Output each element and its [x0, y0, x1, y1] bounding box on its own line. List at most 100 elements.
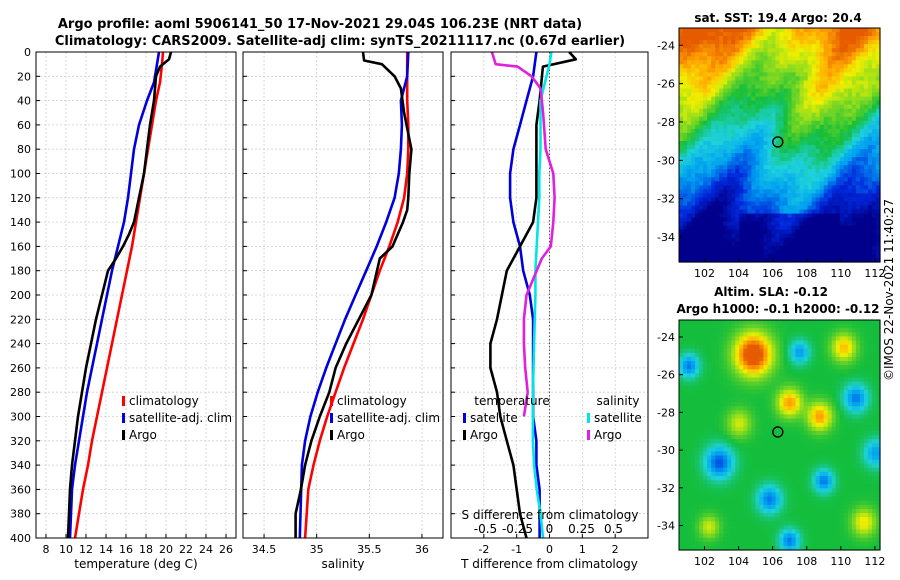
- map-cell: [799, 124, 805, 130]
- map-cell: [851, 197, 857, 203]
- map-cell: [683, 344, 688, 350]
- map-cell: [687, 145, 692, 150]
- map-cell: [751, 88, 756, 94]
- map-cell: [683, 140, 688, 146]
- map-cell: [831, 447, 837, 453]
- map-cell: [851, 332, 857, 338]
- map-cell: [739, 136, 744, 142]
- map-cell: [815, 32, 821, 37]
- map-cell: [875, 393, 881, 399]
- map-cell: [723, 336, 728, 342]
- map-cell: [783, 205, 789, 211]
- map-cell: [819, 241, 825, 247]
- map-cell: [755, 132, 760, 138]
- map-cell: [791, 332, 797, 338]
- map-cell: [867, 197, 873, 203]
- map-cell: [803, 245, 809, 251]
- map-cell: [739, 64, 744, 69]
- map-cell: [751, 72, 756, 78]
- map-cell: [787, 153, 793, 158]
- map-cell: [763, 414, 769, 420]
- map-cell: [811, 443, 817, 448]
- map-cell: [811, 52, 817, 57]
- map-cell: [711, 225, 716, 231]
- map-cell: [723, 72, 728, 78]
- map-cell: [747, 233, 752, 239]
- map-cell: [863, 128, 869, 134]
- map-cell: [679, 197, 684, 203]
- map-cell: [811, 459, 817, 465]
- map-cell: [875, 443, 881, 448]
- map-cell: [783, 443, 789, 448]
- map-cell: [723, 193, 728, 199]
- map-cell: [807, 84, 813, 90]
- map-cell: [699, 463, 704, 469]
- map-cell: [855, 385, 861, 391]
- map-cell: [743, 439, 748, 444]
- map-cell: [739, 451, 744, 457]
- map-cell: [839, 233, 845, 239]
- map-cell: [815, 369, 821, 374]
- map-cell: [763, 193, 769, 199]
- map-cell: [759, 348, 765, 354]
- map-cell: [875, 84, 881, 90]
- map-cell: [791, 336, 797, 342]
- map-cell: [843, 389, 849, 395]
- map-cell: [819, 410, 825, 416]
- map-cell: [807, 332, 813, 338]
- map-cell: [823, 237, 829, 243]
- map-cell: [687, 381, 692, 387]
- map-cell: [711, 439, 716, 444]
- map-cell: [763, 253, 769, 259]
- map-cell: [827, 149, 833, 154]
- map-cell: [703, 257, 708, 263]
- map-cell: [775, 221, 781, 227]
- map-cell: [755, 439, 760, 444]
- map-cell: [759, 393, 765, 399]
- map-cell: [759, 439, 765, 444]
- map-cell: [703, 373, 708, 379]
- map-cell: [735, 352, 740, 358]
- map-cell: [775, 418, 781, 424]
- map-cell: [739, 108, 744, 114]
- map-cell: [827, 84, 833, 90]
- legend-title-salinity: salinity: [596, 394, 639, 408]
- map-cell: [723, 332, 728, 338]
- map-cell: [759, 205, 765, 211]
- map-cell: [719, 447, 724, 453]
- map-cell: [735, 356, 740, 362]
- map-cell: [699, 340, 704, 346]
- map-cell: [859, 389, 865, 395]
- map-cell: [815, 136, 821, 142]
- map-cell: [727, 72, 732, 78]
- map-cell: [839, 381, 845, 387]
- map-cell: [679, 369, 684, 374]
- map-cell: [807, 108, 813, 114]
- map-cell: [751, 96, 756, 102]
- map-cell: [691, 324, 696, 329]
- map-cell: [683, 410, 688, 416]
- map-cell: [679, 229, 684, 235]
- map-cell: [779, 116, 785, 122]
- map-cell: [851, 233, 857, 239]
- map-cell: [723, 435, 728, 440]
- map-cell: [719, 356, 724, 362]
- map-cell: [731, 76, 736, 82]
- map-cell: [851, 48, 857, 53]
- map-cell: [807, 92, 813, 98]
- x-tick-label: 0: [546, 543, 553, 556]
- map-cell: [683, 381, 688, 387]
- map-cell: [799, 52, 805, 57]
- map-cell: [747, 217, 752, 223]
- map-cell: [783, 389, 789, 395]
- map-cell: [747, 213, 752, 219]
- map-cell: [687, 340, 692, 346]
- map-cell: [695, 149, 700, 154]
- map-cell: [803, 435, 809, 440]
- map-cell: [703, 336, 708, 342]
- map-cell: [835, 36, 841, 41]
- map-cell: [803, 402, 809, 407]
- map-cell: [839, 132, 845, 138]
- map-cell: [867, 28, 873, 33]
- map-cell: [755, 40, 760, 45]
